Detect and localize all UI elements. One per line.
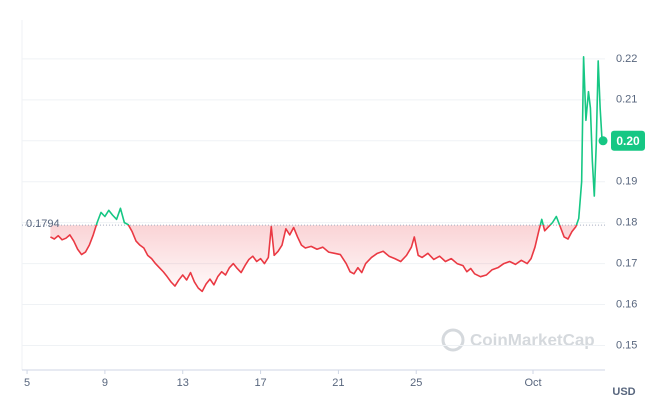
- y-tick-label: 0.17: [616, 257, 637, 269]
- y-tick-label: 0.19: [616, 176, 637, 188]
- price-line: [50, 56, 604, 293]
- last-price-badge: [611, 130, 645, 151]
- x-tick-label: 25: [410, 377, 422, 389]
- last-price-dot: [598, 136, 608, 146]
- baseline-label: 0.1794: [26, 218, 60, 230]
- area-below-baseline: [50, 225, 604, 292]
- x-tick-label: 21: [332, 377, 344, 389]
- y-tick-label: 0.16: [616, 298, 637, 310]
- x-tick-label: 5: [24, 377, 30, 389]
- watermark: CoinMarketCap: [441, 328, 595, 352]
- watermark-text: CoinMarketCap: [470, 330, 595, 349]
- x-tick-label: 9: [102, 377, 108, 389]
- x-tick-label: Oct: [524, 377, 541, 389]
- y-tick-label: 0.18: [616, 217, 637, 229]
- y-tick-label: 0.22: [616, 53, 637, 65]
- last-price-label: 0.20: [616, 134, 640, 148]
- currency-label: USD: [612, 386, 635, 398]
- y-tick-label: 0.21: [616, 94, 637, 106]
- x-tick-label: 17: [254, 377, 266, 389]
- y-tick-label: 0.15: [616, 339, 637, 351]
- x-tick-label: 13: [177, 377, 189, 389]
